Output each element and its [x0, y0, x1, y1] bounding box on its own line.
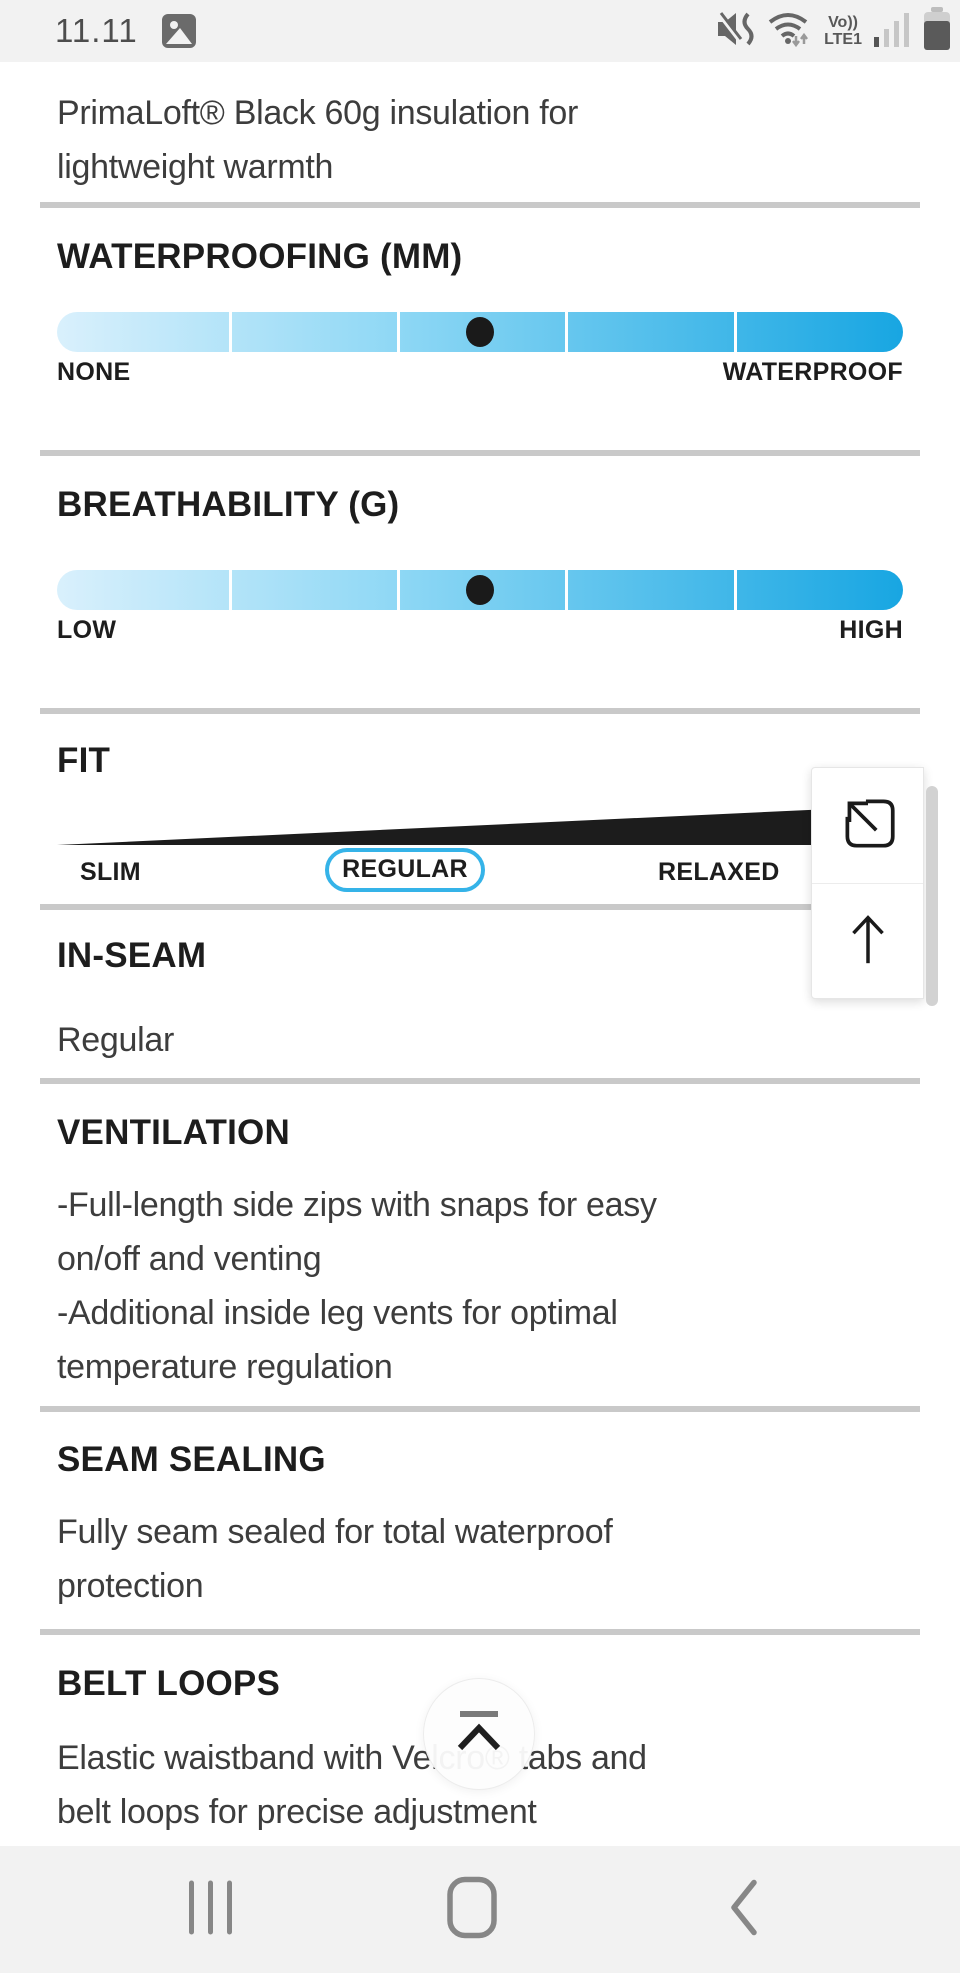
open-external-button[interactable]: [812, 768, 923, 883]
chevron-up-with-bar-icon: [451, 1706, 507, 1763]
mute-vibrate-icon: [716, 8, 756, 55]
waterproofing-title: WATERPROOFING (MM): [57, 237, 463, 276]
fit-option-slim: SLIM: [80, 858, 141, 886]
breathability-scale-labels: LOW HIGH: [57, 616, 903, 645]
insulation-description: PrimaLoft® Black 60g insulation for ligh…: [57, 94, 579, 186]
scroll-up-button[interactable]: [812, 882, 923, 999]
divider: [40, 708, 920, 714]
inseam-value: Regular: [57, 1021, 174, 1059]
back-button[interactable]: [728, 1877, 760, 1942]
waterproofing-scale-bar: [57, 312, 903, 352]
bar-separator: [228, 312, 232, 352]
waterproofing-scale-labels: NONE WATERPROOF: [57, 358, 903, 387]
arrow-up-icon: [837, 905, 899, 976]
fit-option-regular-selected: REGULAR: [325, 848, 485, 892]
divider: [40, 1629, 920, 1635]
fit-wedge-graphic: [57, 809, 830, 845]
bar-separator: [397, 312, 401, 352]
inseam-title: IN-SEAM: [57, 936, 207, 975]
divider: [40, 904, 920, 910]
breathability-scale-bar: [57, 570, 903, 610]
scale-max-label: WATERPROOF: [722, 358, 903, 386]
seam-sealing-description: Fully seam sealed for total waterproof p…: [57, 1513, 613, 1605]
bar-separator: [397, 570, 401, 610]
page-scrollbar[interactable]: [926, 786, 938, 1006]
volte-indicator: Vo)) LTE1: [824, 14, 862, 48]
fit-option-relaxed: RELAXED: [658, 858, 780, 886]
waterproofing-level-marker: [466, 317, 494, 347]
divider: [40, 1406, 920, 1412]
bar-separator: [733, 570, 737, 610]
recents-button[interactable]: [187, 1878, 235, 1941]
breathability-level-marker: [466, 575, 494, 605]
divider: [40, 450, 920, 456]
back-to-top-button[interactable]: [423, 1678, 535, 1790]
breathability-title: BREATHABILITY (G): [57, 485, 400, 524]
fit-scale-labels: SLIM REGULAR RELAXED: [0, 848, 960, 892]
open-external-icon: [835, 790, 901, 861]
seam-sealing-title: SEAM SEALING: [57, 1440, 326, 1479]
home-button[interactable]: [446, 1875, 498, 1944]
clock: 11.11: [55, 12, 138, 49]
bar-separator: [228, 570, 232, 610]
gallery-icon: [160, 12, 198, 50]
scale-min-label: NONE: [57, 358, 131, 386]
divider: [40, 1078, 920, 1084]
battery-icon: [922, 6, 952, 57]
belt-loops-title: BELT LOOPS: [57, 1664, 281, 1703]
floating-action-panel: [811, 767, 924, 999]
fit-title: FIT: [57, 741, 111, 780]
status-bar: 11.11 Vo)): [0, 0, 960, 62]
ventilation-description: -Full-length side zips with snaps for ea…: [57, 1186, 657, 1386]
android-navigation-bar: [0, 1846, 960, 1973]
scale-min-label: LOW: [57, 616, 117, 644]
signal-icon: [872, 9, 912, 54]
ventilation-title: VENTILATION: [57, 1113, 290, 1152]
bar-separator: [733, 312, 737, 352]
wifi-icon: [766, 8, 814, 55]
status-right-icons: Vo)) LTE1: [716, 0, 952, 62]
bar-separator: [565, 570, 569, 610]
bar-separator: [565, 312, 569, 352]
divider: [40, 202, 920, 208]
scale-max-label: HIGH: [839, 616, 903, 644]
